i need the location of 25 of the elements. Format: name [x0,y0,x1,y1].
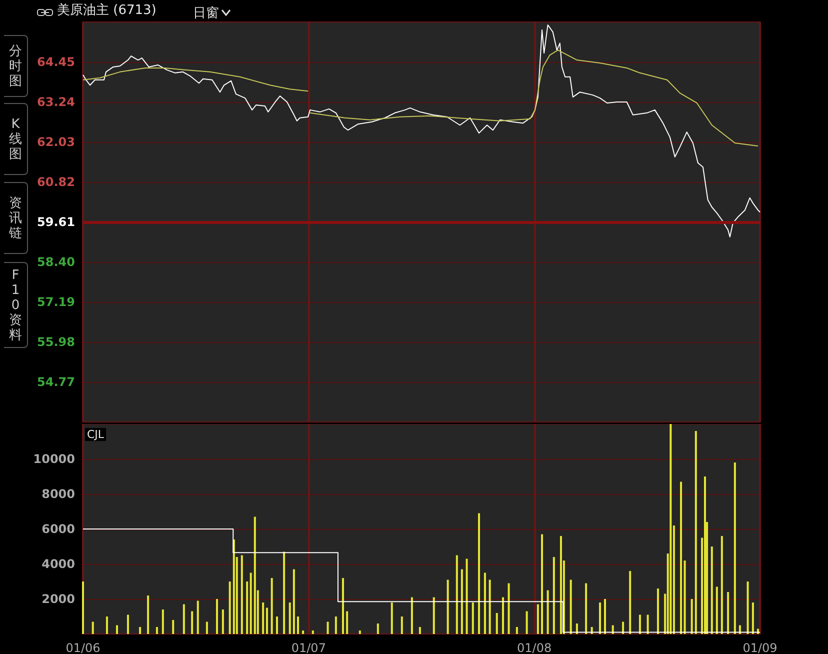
chart-title: CJL [87,428,105,441]
y-tick-label: 8000 [42,487,75,501]
y-tick-label: 4000 [42,557,75,571]
y-tick-label: 60.82 [37,175,75,189]
y-tick-label: 10000 [33,452,75,466]
text: 资讯链 [9,196,22,240]
text: F10资料 [9,268,22,342]
y-tick-label: 58.40 [37,255,75,269]
y-tick-label: 54.77 [37,375,75,389]
text: 分时图 [9,44,22,88]
y-tick-label: 62.03 [37,135,75,149]
y-tick-label: 64.45 [37,55,75,69]
y-tick-label: 6000 [42,522,75,536]
y-tick-label: 55.98 [37,335,75,349]
text: 日窗 [193,5,219,22]
x-tick-label: 01/08 [517,641,552,654]
text: K线图 [9,116,22,162]
x-tick-label: 01/09 [742,641,778,654]
y-tick-label: 2000 [42,592,75,606]
x-tick-label: 01/07 [291,641,326,654]
x-tick-label: 01/06 [66,641,100,654]
y-tick-label: 59.61 [37,215,75,229]
chart-title: 美原油主 (6713) [57,2,156,18]
y-tick-label: 57.19 [37,295,75,309]
y-tick-label: 63.24 [37,95,75,109]
